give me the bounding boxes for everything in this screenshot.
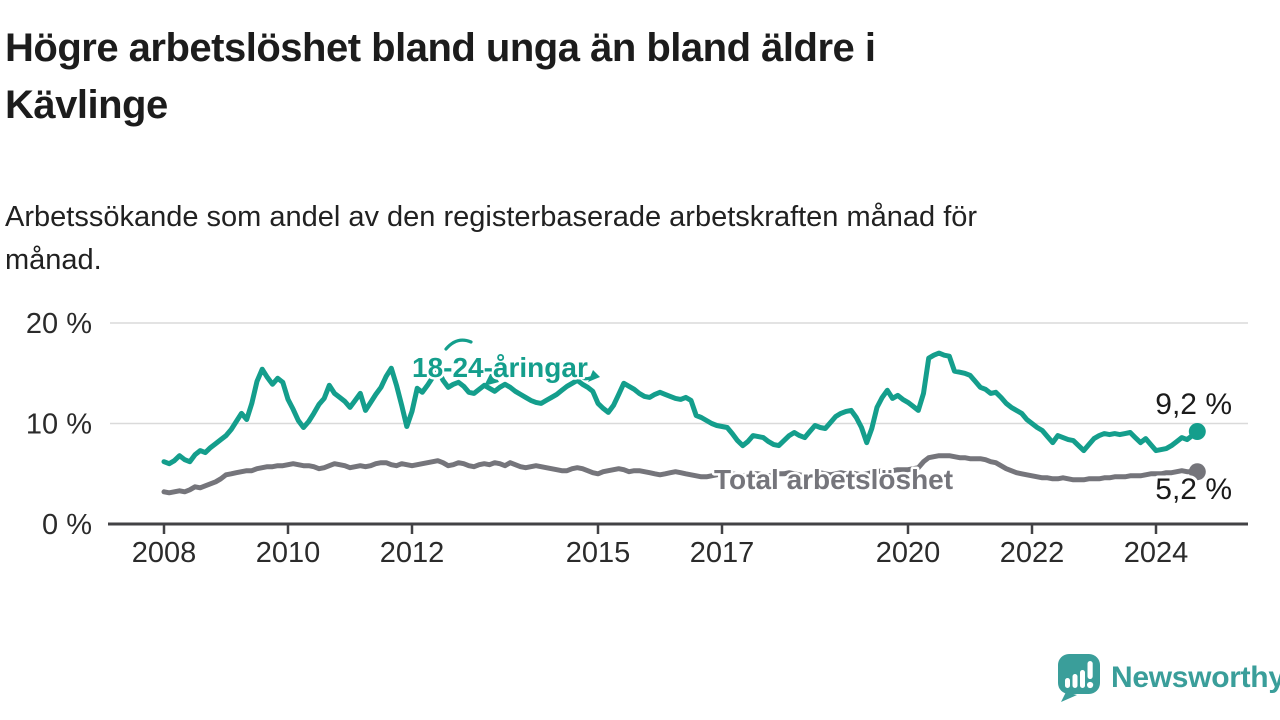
x-tick-label: 2022 [1000, 537, 1065, 569]
newsworthy-brand: Newsworthy [1056, 652, 1280, 704]
newsworthy-logo-text: Newsworthy [1111, 661, 1280, 694]
arrowhead-left-icon [484, 370, 499, 386]
y-tick-label: 0 % [42, 509, 92, 541]
chart-subtitle-line-1: Arbetssökande som andel av den registerb… [5, 201, 978, 233]
chart-subtitle-line-2: månad. [5, 244, 102, 276]
x-tick-label: 2010 [256, 537, 321, 569]
end-value-label-0: 9,2 % [1155, 388, 1232, 421]
chart-subtitle: Arbetssökande som andel av den registerb… [5, 196, 977, 282]
y-axis-labels: 0 % 10 % 20 % [26, 308, 92, 541]
series-end-dot-0 [1188, 423, 1206, 440]
series-end-dot-1 [1188, 463, 1206, 481]
page-title-line-2: Kävlinge [5, 83, 168, 127]
page-title: Högre arbetslöshet bland unga än bland ä… [5, 20, 876, 134]
series-line-1 [161, 453, 1200, 496]
x-tick-label: 2024 [1124, 537, 1189, 569]
series-label-1: Total arbetslöshet [714, 464, 953, 495]
arrow-arc-icon [444, 338, 473, 351]
x-tick-label: 2008 [132, 537, 197, 569]
page-title-line-1: Högre arbetslöshet bland unga än bland ä… [5, 26, 876, 70]
end-value-label-1: 5,2 % [1155, 473, 1232, 506]
x-tick-label: 2012 [380, 537, 445, 569]
series-line-0 [161, 350, 1200, 467]
x-tick-label: 2015 [566, 537, 631, 569]
arrow-curve-right-icon [573, 369, 592, 381]
newsworthy-logo-icon [1058, 654, 1100, 702]
x-tick-label: 2020 [876, 537, 941, 569]
x-axis [108, 522, 1248, 534]
arrowhead-right-icon [588, 370, 600, 382]
x-axis-labels: 2008 2010 2012 2015 2017 2020 2022 2024 [132, 537, 1189, 569]
y-tick-label: 20 % [26, 308, 92, 340]
gridlines [110, 322, 1248, 425]
series-label-0: 18-24-åringar [412, 352, 588, 383]
x-tick-label: 2017 [690, 537, 755, 569]
annotation-arrows [444, 338, 600, 386]
end-value-labels: 5,2 % 9,2 % [1152, 385, 1235, 509]
series-labels: Total arbetslöshet 18-24-åringar [410, 350, 956, 498]
series-lines [161, 350, 1206, 496]
y-tick-label: 10 % [26, 409, 92, 441]
